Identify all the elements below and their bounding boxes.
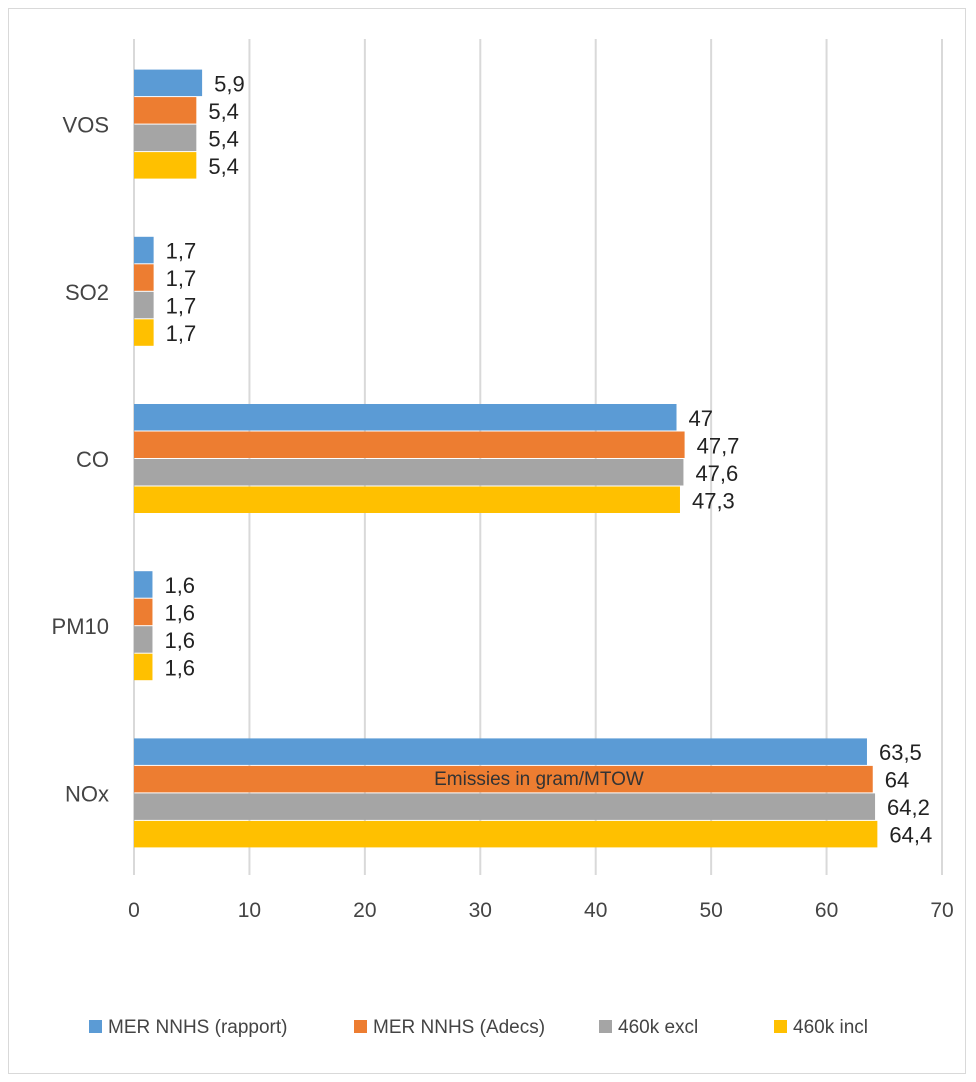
bar (134, 598, 153, 626)
x-tick-label: 50 (699, 899, 722, 922)
data-label: 1,7 (166, 266, 197, 291)
bar (134, 653, 153, 681)
bar (134, 97, 197, 124)
category-label: SO2 (65, 280, 109, 305)
bar (134, 626, 153, 653)
data-label: 63,5 (879, 740, 922, 765)
bar (134, 124, 197, 152)
x-tick-label: 40 (584, 899, 607, 922)
bar (134, 793, 876, 820)
data-label: 5,9 (214, 71, 245, 96)
bar (134, 738, 867, 765)
data-label: 1,7 (166, 294, 197, 319)
data-label: 1,7 (166, 239, 197, 264)
x-tick-label: 0 (128, 899, 140, 922)
bar (134, 236, 154, 264)
data-label: 64,2 (887, 795, 930, 820)
legend-item: MER NNHS (rapport) (89, 1017, 287, 1038)
bar (134, 69, 203, 97)
data-label: 5,4 (208, 126, 239, 151)
category-label: VOS (63, 113, 109, 138)
category-label: PM10 (52, 614, 109, 639)
bar (134, 319, 154, 346)
data-label: 1,6 (164, 600, 195, 625)
legend-label: MER NNHS (rapport) (108, 1017, 287, 1038)
category-labels: VOS SO2 CO PM10 NOx (52, 113, 109, 807)
chart-frame: 5,9 5,4 5,4 5,4 1,7 1,7 1,7 1,7 47 47,7 47,6 47,3 1,… (8, 8, 966, 1074)
x-tick-label: 60 (815, 899, 838, 922)
x-tick-labels: 0 10 20 30 40 50 60 70 (128, 899, 954, 922)
category-label: NOx (65, 781, 109, 806)
bar (134, 459, 684, 486)
legend-label: 460k excl (618, 1017, 698, 1038)
data-label: 64 (885, 768, 909, 793)
category-label: CO (76, 447, 109, 472)
data-label: 1,6 (164, 628, 195, 653)
bar (134, 571, 153, 598)
x-tick-label: 10 (238, 899, 261, 922)
data-label: 64,4 (889, 823, 932, 848)
bar (134, 486, 680, 513)
data-label: 47,6 (695, 461, 738, 486)
data-label: 47 (689, 406, 713, 431)
x-axis-title: Emissies in gram/MTOW (434, 769, 644, 790)
legend-item: MER NNHS (Adecs) (354, 1017, 545, 1038)
bar (134, 264, 154, 291)
bar (134, 291, 154, 319)
data-label: 5,4 (208, 154, 239, 179)
bars (134, 69, 878, 848)
legend-label: MER NNHS (Adecs) (373, 1017, 545, 1038)
bar (134, 431, 685, 458)
data-label: 1,6 (164, 573, 195, 598)
bar (134, 152, 197, 179)
legend-item: 460k incl (774, 1017, 868, 1038)
x-tick-label: 20 (353, 899, 376, 922)
data-label: 1,6 (164, 655, 195, 680)
data-label: 47,7 (697, 433, 740, 458)
data-label: 1,7 (166, 321, 197, 346)
data-labels: 5,95,45,45,41,71,71,71,74747,747,647,31,… (164, 71, 932, 847)
bar (134, 820, 878, 848)
legend-swatch (599, 1020, 612, 1033)
legend-label: 460k incl (793, 1017, 868, 1038)
legend-swatch (89, 1020, 102, 1033)
legend-swatch (774, 1020, 787, 1033)
bar-chart: 5,95,45,45,41,71,71,71,74747,747,647,31,… (52, 39, 954, 1038)
x-tick-label: 70 (930, 899, 953, 922)
legend-swatch (354, 1020, 367, 1033)
x-tick-label: 30 (469, 899, 492, 922)
legend-item: 460k excl (599, 1017, 698, 1038)
data-label: 47,3 (692, 488, 735, 513)
bar (134, 404, 677, 431)
legend: MER NNHS (rapport) MER NNHS (Adecs) 460k e… (89, 1017, 868, 1038)
bar (134, 765, 873, 793)
data-label: 5,4 (208, 99, 239, 124)
